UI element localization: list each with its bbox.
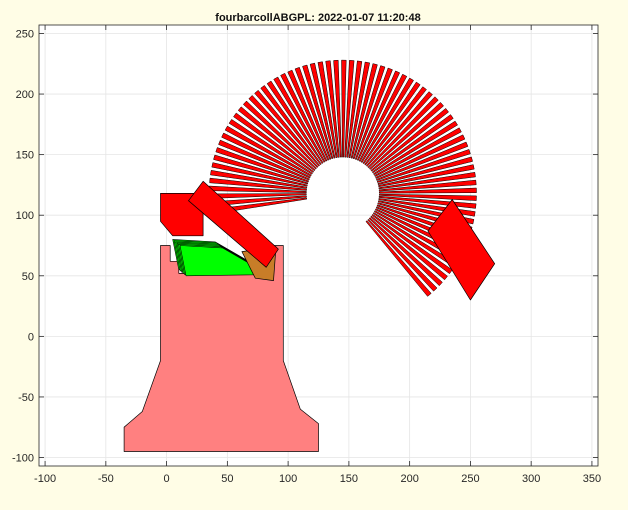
coupler-sweep bbox=[248, 95, 319, 168]
coupler-sweep bbox=[365, 220, 432, 297]
coupler-sweep bbox=[209, 177, 307, 191]
plot-data bbox=[123, 59, 496, 452]
x-tick-label: 300 bbox=[522, 473, 540, 485]
coupler-sweep bbox=[378, 193, 477, 201]
y-tick-label: -50 bbox=[18, 392, 34, 404]
coupler-sweep bbox=[273, 76, 326, 163]
coupler-sweep bbox=[354, 67, 393, 160]
coupler-sweep bbox=[237, 106, 316, 172]
y-tick-label: 250 bbox=[16, 28, 34, 40]
coupler-sweep bbox=[333, 59, 342, 158]
coupler-sweep bbox=[254, 90, 320, 167]
coupler-sweep bbox=[348, 61, 370, 159]
coupler-sweep bbox=[378, 164, 475, 188]
coupler-sweep bbox=[371, 114, 454, 174]
coupler-mid-pose bbox=[188, 180, 279, 268]
coupler-sweep bbox=[370, 215, 448, 281]
y-tick-label: -100 bbox=[12, 453, 34, 465]
x-tick-label: 350 bbox=[583, 473, 601, 485]
coupler-sweep bbox=[213, 154, 309, 185]
coupler-sweep bbox=[233, 112, 314, 173]
chart-title: fourbarcollABGPL: 2022-01-07 11:20:48 bbox=[215, 12, 420, 24]
x-tick-label: 50 bbox=[221, 473, 233, 485]
coupler-sweep bbox=[378, 179, 477, 192]
y-tick-label: 50 bbox=[22, 271, 34, 283]
axes-box bbox=[38, 24, 599, 467]
coupler-sweep bbox=[366, 91, 433, 167]
x-tick-label: 100 bbox=[279, 473, 297, 485]
coupler-sweep bbox=[280, 73, 328, 162]
x-tick-label: -50 bbox=[98, 473, 114, 485]
coupler-sweep bbox=[358, 73, 408, 162]
y-tick-label: 200 bbox=[16, 89, 34, 101]
coupler-sweep bbox=[243, 100, 317, 170]
coupler-sweep bbox=[369, 102, 444, 170]
x-tick-label: -100 bbox=[34, 473, 56, 485]
coupler-sweep bbox=[352, 65, 386, 160]
coupler-sweep bbox=[344, 60, 355, 158]
coupler-sweep bbox=[368, 217, 443, 286]
coupler-sweep bbox=[378, 172, 476, 190]
x-tick-label: 150 bbox=[340, 473, 358, 485]
coupler-sweep bbox=[374, 127, 462, 177]
y-tick-label: 0 bbox=[28, 331, 34, 343]
coupler-sweep bbox=[370, 108, 449, 172]
coupler-sweep bbox=[211, 162, 308, 187]
coupler-sweep bbox=[210, 170, 308, 189]
coupler-sweep bbox=[302, 64, 334, 159]
coupler-sweep bbox=[228, 119, 313, 175]
coupler-sweep bbox=[325, 60, 340, 158]
coupler-end-pose bbox=[427, 199, 496, 301]
coupler-sweep bbox=[224, 125, 312, 177]
tick-marks bbox=[39, 25, 598, 466]
y-tick-label: 150 bbox=[16, 150, 34, 162]
tick-labels: -100 -50 0 50 100 150 200 250 300 350 -100 -50 0 50 10… bbox=[12, 28, 601, 485]
coupler-sweep bbox=[377, 156, 473, 185]
axes-area bbox=[39, 25, 598, 466]
coupler-sweep bbox=[360, 77, 414, 163]
coupler-sweep bbox=[221, 132, 311, 179]
x-tick-label: 250 bbox=[461, 473, 479, 485]
coupler-sweep bbox=[367, 218, 438, 292]
coupler-sweep bbox=[266, 80, 324, 164]
coupler-sweep bbox=[356, 70, 400, 161]
coupler-sweep bbox=[346, 60, 363, 158]
coupler-sweep bbox=[317, 61, 338, 158]
coupler-sweep bbox=[260, 85, 322, 165]
coupler-sweep bbox=[378, 187, 477, 194]
coupler-sweep bbox=[218, 139, 310, 181]
coupler-sweep bbox=[341, 59, 347, 158]
coupler-sweep bbox=[362, 81, 421, 165]
coupler-sweep bbox=[208, 185, 307, 193]
coupler-sweep bbox=[376, 141, 469, 181]
x-tick-label: 0 bbox=[164, 473, 170, 485]
coupler-sweep bbox=[371, 214, 453, 274]
coupler-sweep bbox=[309, 62, 336, 159]
coupler-sweep bbox=[294, 67, 332, 160]
coupler-sweep bbox=[215, 147, 309, 183]
coupler-sweep bbox=[373, 120, 458, 176]
coupler-sweep bbox=[287, 69, 330, 161]
coupler-sweep bbox=[364, 86, 427, 166]
coupler-sweep bbox=[376, 149, 471, 183]
x-tick-label: 200 bbox=[400, 473, 418, 485]
coupler-sweep bbox=[350, 63, 378, 159]
coupler-sweep bbox=[375, 134, 466, 179]
coupler-sweep bbox=[367, 96, 439, 169]
y-tick-label: 100 bbox=[16, 210, 34, 222]
